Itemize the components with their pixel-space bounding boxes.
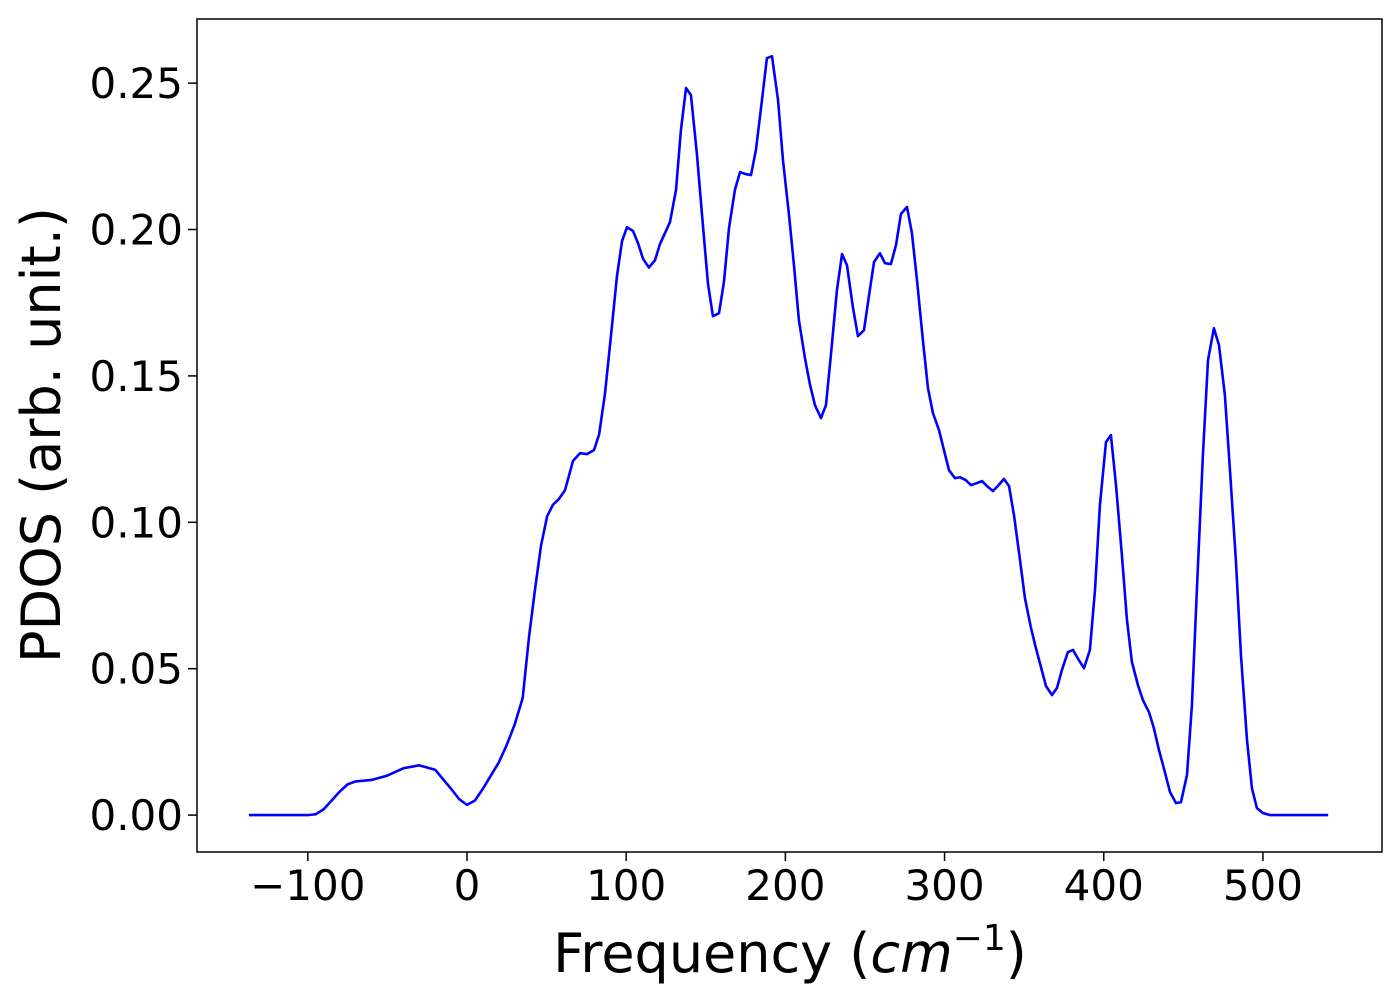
x-tick-label: 100: [586, 861, 666, 910]
x-label-close: ): [1006, 922, 1027, 985]
y-tick-label: 0.05: [89, 645, 183, 694]
plot-frame: [196, 18, 1383, 853]
x-tick-label: −100: [250, 861, 365, 910]
x-tick-label: 500: [1223, 861, 1303, 910]
x-label-unit: cm: [870, 922, 952, 985]
y-tick-label: 0.10: [89, 498, 183, 547]
x-tick-label: 200: [745, 861, 825, 910]
x-tick-label: 300: [904, 861, 984, 910]
x-tick-label: 400: [1064, 861, 1144, 910]
y-tick-label: 0.15: [89, 352, 183, 401]
y-tick-label: 0.20: [89, 206, 183, 255]
y-axis-label: PDOS (arb. unit.): [10, 207, 73, 663]
x-axis-label: Frequency (cm−1): [553, 918, 1027, 985]
y-tick-label: 0.25: [89, 59, 183, 108]
y-tick-label: 0.00: [89, 791, 183, 840]
line: [248, 54, 1329, 817]
x-label-exponent: −1: [953, 918, 1006, 959]
x-tick-label: 0: [454, 861, 481, 910]
x-label-text: Frequency (: [553, 922, 870, 985]
